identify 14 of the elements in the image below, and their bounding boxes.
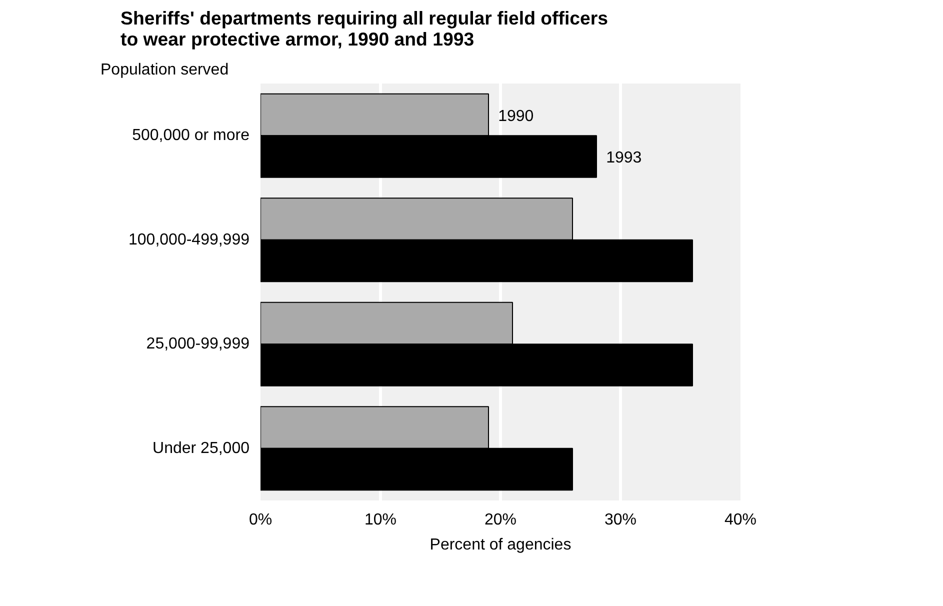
x-tick-label: 40% [724, 512, 757, 528]
series-label: 1993 [606, 149, 642, 166]
chart-title: Sheriffs' departments requiring all regular field officers to wear protective armor, 1990 and 1993 [120, 8, 608, 50]
x-tick-label: 10% [364, 512, 397, 528]
y-tick-label: 100,000-499,999 [128, 231, 250, 248]
y-tick-label: 500,000 or more [132, 127, 250, 144]
x-tick-label: 30% [604, 512, 637, 528]
y-tick-label: Under 25,000 [152, 440, 250, 457]
y-tick-label: 25,000-99,999 [146, 336, 250, 353]
x-tick-label: 20% [484, 512, 517, 528]
x-tick-label: 0% [248, 512, 272, 528]
series-label: 1990 [498, 108, 534, 125]
y-axis-title: Population served [100, 62, 229, 78]
x-axis-title: Percent of agencies [430, 536, 572, 554]
